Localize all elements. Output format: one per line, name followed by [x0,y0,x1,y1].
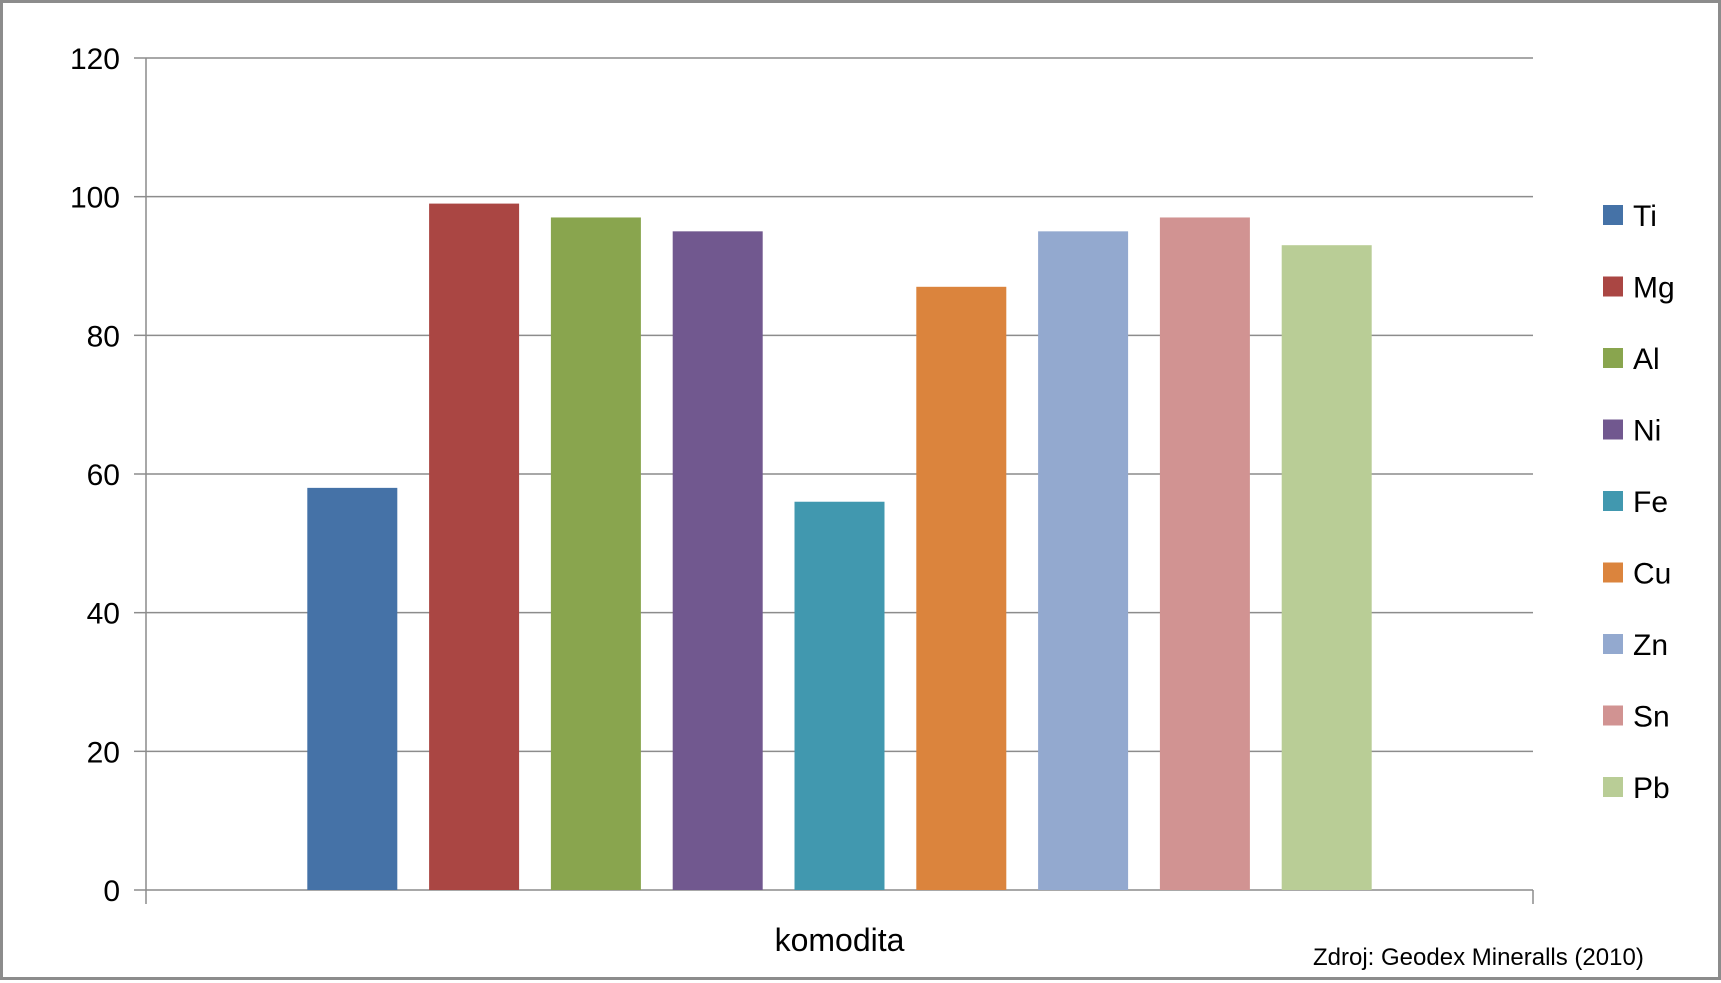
source-note: Zdroj: Geodex Mineralls (2010) [1313,944,1644,971]
y-tick-label: 100 [70,182,120,215]
legend-swatch-cu [1603,562,1623,583]
y-tick-label: 0 [103,875,120,908]
y-tick-label: 120 [70,43,120,76]
legend-swatch-ni [1603,419,1623,440]
bar-fe [794,501,885,890]
bar-al [550,217,641,890]
y-axis-ticks: 0 20 40 60 80 100 120 [70,43,146,908]
legend-swatch-fe [1603,491,1623,511]
legend-label-fe: Fe [1633,486,1668,519]
y-tick-label: 60 [87,459,120,492]
legend-label-sn: Sn [1633,701,1670,734]
legend-label-ti: Ti [1633,200,1657,233]
bar-pb [1281,245,1372,890]
bar-zn [1038,231,1129,891]
bar-mg [429,203,520,891]
legend-label-ni: Ni [1633,415,1661,448]
legend-swatch-sn [1603,705,1623,726]
bar-chart: 0 20 40 60 80 100 120 komodita Ti Mg Al Ni Fe Cu Zn S… [70,43,1675,971]
y-tick-label: 80 [87,320,120,353]
legend-swatch-zn [1603,634,1623,654]
x-axis-categories: komodita [775,922,905,958]
legend-swatch-mg [1603,276,1623,297]
legend-label-al: Al [1633,343,1660,376]
legend-swatch-al [1603,348,1623,368]
legend-swatch-pb [1603,777,1623,797]
bar-ni [672,231,763,891]
legend-label-cu: Cu [1633,558,1671,591]
y-tick-label: 40 [87,598,120,631]
legend-label-pb: Pb [1633,772,1670,805]
legend-swatch-ti [1603,205,1623,225]
legend-label-zn: Zn [1633,629,1668,662]
x-category-label: komodita [775,922,905,958]
bar-ti [307,487,398,890]
bars [307,203,1372,891]
legend-label-mg: Mg [1633,272,1675,305]
legend: Ti Mg Al Ni Fe Cu Zn Sn Pb [1603,200,1675,805]
bar-cu [916,286,1007,890]
y-tick-label: 20 [87,736,120,769]
bar-sn [1159,217,1250,890]
